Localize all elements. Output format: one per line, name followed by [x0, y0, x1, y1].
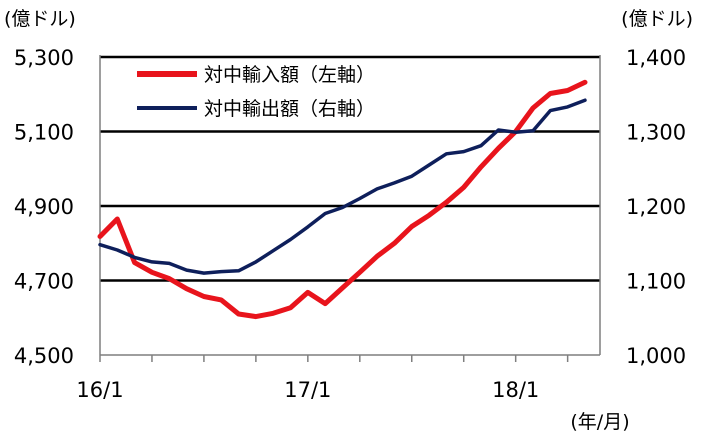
legend-label-exports: 対中輸出額（右軸） [204, 98, 375, 120]
series-line-exports [98, 98, 587, 275]
x-axis-unit: (年/月) [570, 411, 629, 433]
right-axis-ticks: 1,000 1,100 1,200 1,300 1,400 [626, 46, 686, 368]
legend-label-imports: 対中輸入額（左軸） [204, 64, 375, 86]
series-line-imports [97, 79, 588, 320]
right-tick-label: 1,300 [626, 121, 686, 145]
x-axis-ticks: 16/1 17/1 18/1 [76, 355, 569, 402]
x-tick-label: 17/1 [284, 378, 331, 402]
series-lines [97, 79, 588, 320]
grid-lines [100, 55, 600, 282]
legend: 対中輸入額（左軸） 対中輸出額（右軸） [137, 64, 375, 120]
x-tick-label: 18/1 [492, 378, 539, 402]
right-tick-label: 1,200 [626, 195, 686, 219]
left-tick-label: 4,500 [14, 344, 74, 368]
right-tick-label: 1,100 [626, 270, 686, 294]
left-axis-unit: (億ドル) [4, 8, 76, 30]
left-tick-label: 5,100 [14, 121, 74, 145]
right-tick-label: 1,000 [626, 344, 686, 368]
left-tick-label: 5,300 [14, 46, 74, 70]
left-axis-ticks: 4,500 4,700 4,900 5,100 5,300 [14, 46, 74, 368]
x-tick-label: 16/1 [76, 378, 123, 402]
right-tick-label: 1,400 [626, 46, 686, 70]
left-tick-label: 4,900 [14, 195, 74, 219]
right-axis-unit: (億ドル) [621, 8, 693, 30]
left-tick-label: 4,700 [14, 270, 74, 294]
axes [99, 55, 601, 356]
